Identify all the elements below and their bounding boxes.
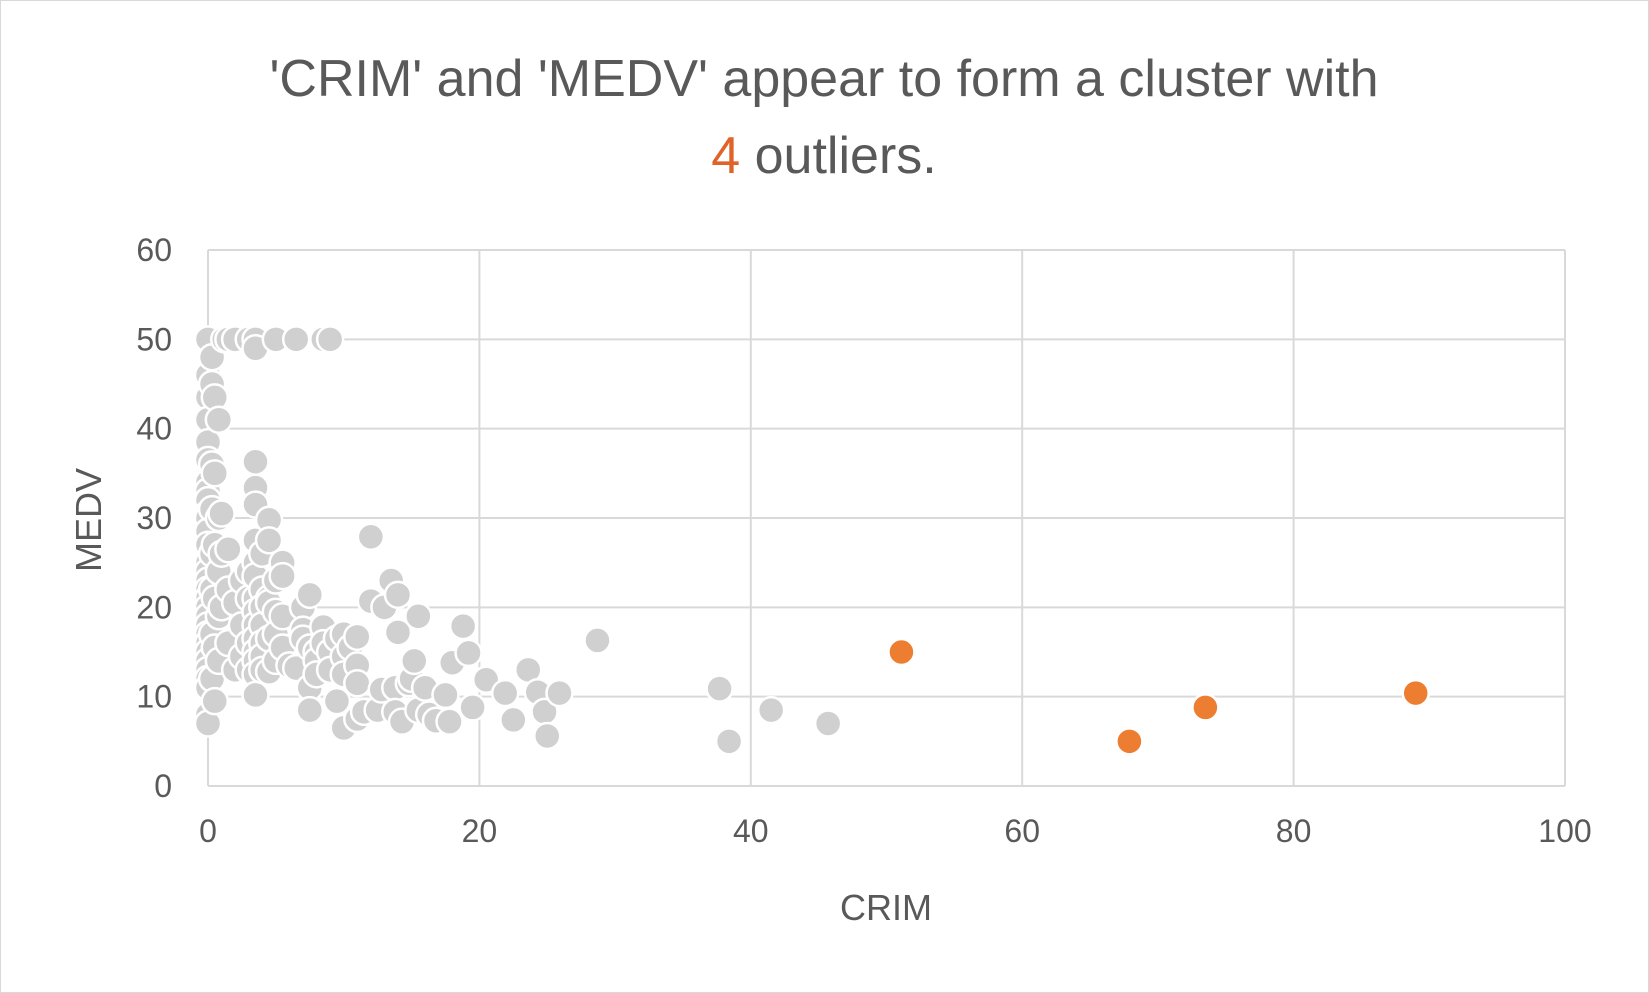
cluster-point [200, 459, 230, 488]
cluster-point [204, 405, 234, 434]
cluster-point [583, 626, 612, 655]
cluster-point [490, 678, 520, 708]
x-tick-label: 60 [1004, 813, 1040, 849]
x-tick-label: 0 [199, 813, 217, 849]
cluster-point [404, 602, 433, 631]
y-tick-label: 30 [136, 500, 172, 536]
cluster-point [356, 522, 386, 552]
y-tick-labels: 0 10 20 30 40 50 60 [136, 232, 172, 804]
cluster-point [714, 727, 744, 756]
cluster-point [254, 526, 284, 555]
cluster-point [448, 611, 478, 641]
outlier-point [1401, 678, 1430, 708]
y-tick-label: 50 [136, 321, 172, 357]
y-tick-label: 40 [136, 411, 172, 447]
outlier-point [887, 637, 916, 667]
cluster-point [471, 665, 501, 694]
outlier-count: 4 [711, 127, 740, 185]
cluster-point [705, 674, 734, 703]
cluster-point [315, 325, 345, 354]
cluster-point [458, 693, 487, 722]
cluster-point [200, 686, 230, 716]
outlier-point [1191, 693, 1220, 722]
cluster-point [295, 580, 325, 610]
cluster-point [383, 618, 413, 647]
outlier-point [1115, 727, 1144, 756]
cluster-point [343, 669, 372, 698]
title-suffix: outliers. [740, 127, 937, 185]
cluster-point [268, 561, 297, 591]
x-tick-label: 100 [1538, 813, 1591, 849]
cluster-point [241, 447, 270, 476]
cluster-point [400, 646, 429, 676]
x-tick-label: 20 [462, 813, 498, 849]
x-axis-title: CRIM [840, 887, 932, 928]
cluster-point [431, 680, 460, 710]
y-tick-label: 60 [136, 232, 172, 268]
data-points [193, 325, 1430, 756]
cluster-point [545, 678, 574, 708]
cluster-point [241, 680, 270, 710]
cluster-point [383, 580, 413, 610]
cluster-point [295, 695, 325, 725]
cluster-point [499, 705, 528, 735]
chart-title-line1: 'CRIM' and 'MEDV' appear to form a clust… [270, 50, 1379, 108]
cluster-point [343, 622, 372, 652]
cluster-point [214, 535, 243, 564]
cluster-point [533, 721, 562, 751]
x-tick-label: 80 [1276, 813, 1312, 849]
x-tick-label: 40 [733, 813, 769, 849]
chart-title-line2: 4 outliers. [711, 127, 936, 185]
cluster-point [813, 709, 843, 738]
cluster-point [454, 638, 483, 668]
y-axis-title: MEDV [68, 468, 109, 572]
cluster-point [756, 695, 786, 725]
y-tick-label: 10 [136, 679, 172, 715]
cluster-point [322, 686, 352, 716]
y-tick-label: 0 [154, 768, 172, 804]
cluster-point [435, 707, 464, 736]
cluster-point [281, 325, 311, 354]
y-tick-label: 20 [136, 589, 172, 625]
cluster-point [207, 499, 236, 528]
x-tick-labels: 0 20 40 60 80 100 [199, 813, 1592, 849]
